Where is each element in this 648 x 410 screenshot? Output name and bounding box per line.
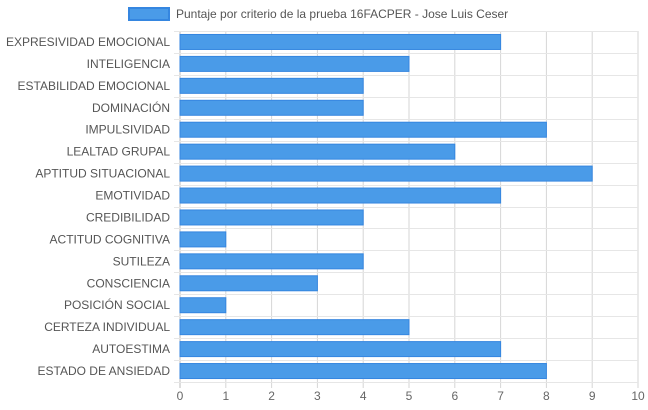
category-label: DOMINACIÓN bbox=[92, 100, 170, 115]
x-tick-label: 0 bbox=[177, 389, 184, 403]
bar[interactable] bbox=[179, 275, 318, 292]
bar[interactable] bbox=[179, 77, 364, 94]
category-label: SUTILEZA bbox=[113, 254, 170, 268]
bars bbox=[179, 33, 593, 380]
x-axis-ticks: 0 1 2 3 4 5 6 7 8 9 10 bbox=[177, 389, 645, 403]
category-label: CREDIBILIDAD bbox=[86, 210, 170, 224]
x-tick-label: 1 bbox=[222, 389, 229, 403]
category-labels: EXPRESIVIDAD EMOCIONAL INTELIGENCIA ESTABI… bbox=[6, 35, 170, 378]
bar[interactable] bbox=[179, 231, 227, 248]
bar[interactable] bbox=[179, 187, 502, 204]
bar[interactable] bbox=[179, 253, 364, 270]
x-tick-label: 3 bbox=[314, 389, 321, 403]
bar[interactable] bbox=[179, 319, 410, 336]
bar[interactable] bbox=[179, 33, 502, 50]
category-label: APTITUD SITUACIONAL bbox=[35, 167, 170, 181]
category-label: EMOTIVIDAD bbox=[95, 189, 170, 203]
x-tick-label: 4 bbox=[360, 389, 367, 403]
x-tick-label: 8 bbox=[543, 389, 550, 403]
category-label: ESTABILIDAD EMOCIONAL bbox=[18, 79, 171, 93]
x-tick-label: 7 bbox=[497, 389, 504, 403]
category-label: AUTOESTIMA bbox=[92, 342, 170, 356]
category-label: LEALTAD GRUPAL bbox=[67, 145, 171, 159]
bar[interactable] bbox=[179, 297, 227, 314]
category-label: INTELIGENCIA bbox=[87, 57, 170, 71]
grid bbox=[174, 31, 639, 388]
category-label: CONSCIENCIA bbox=[87, 276, 170, 290]
x-tick-label: 5 bbox=[406, 389, 413, 403]
bar[interactable] bbox=[179, 165, 593, 182]
bar[interactable] bbox=[179, 341, 502, 358]
legend-swatch bbox=[128, 7, 170, 21]
category-label: IMPULSIVIDAD bbox=[85, 123, 170, 137]
x-tick-label: 10 bbox=[631, 389, 645, 403]
category-label: EXPRESIVIDAD EMOCIONAL bbox=[6, 35, 170, 49]
legend[interactable]: Puntaje por criterio de la prueba 16FACP… bbox=[128, 7, 508, 21]
x-tick-label: 2 bbox=[268, 389, 275, 403]
category-label: ACTITUD COGNITIVA bbox=[50, 232, 170, 246]
bar[interactable] bbox=[179, 363, 547, 380]
bar[interactable] bbox=[179, 209, 364, 226]
x-tick-label: 9 bbox=[589, 389, 596, 403]
category-label: POSICIÓN SOCIAL bbox=[64, 297, 170, 312]
category-label: ESTADO DE ANSIEDAD bbox=[38, 364, 171, 378]
bar[interactable] bbox=[179, 121, 547, 138]
legend-label: Puntaje por criterio de la prueba 16FACP… bbox=[176, 7, 508, 21]
bar[interactable] bbox=[179, 55, 410, 72]
bar[interactable] bbox=[179, 143, 456, 160]
category-label: CERTEZA INDIVIDUAL bbox=[44, 320, 170, 334]
x-tick-label: 6 bbox=[451, 389, 458, 403]
bar[interactable] bbox=[179, 99, 364, 116]
